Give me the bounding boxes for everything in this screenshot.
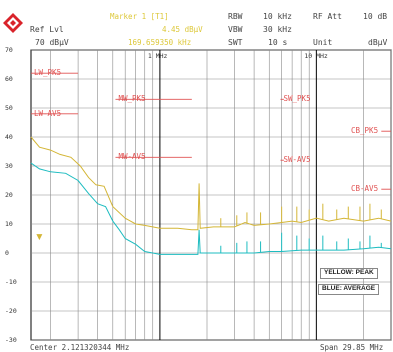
peak-trace xyxy=(30,136,392,231)
ref-level-value: 70 dBµV xyxy=(35,38,69,47)
legend-peak: YELLOW: PEAK xyxy=(320,268,378,279)
limit-line-label: LW-AV5 xyxy=(34,108,62,118)
marker-1 xyxy=(36,234,43,241)
marker-frequency: 169.659350 kHz xyxy=(128,38,192,47)
limit-line-label: LW_PK5 xyxy=(34,68,62,78)
y-tick-label: 40 xyxy=(5,133,13,141)
vbw-label: VBW xyxy=(228,25,243,34)
y-tick-label: 50 xyxy=(5,104,13,112)
vbw-value: 30 kHz xyxy=(263,25,292,34)
y-tick-label: -20 xyxy=(5,307,17,315)
unit-label: Unit xyxy=(313,38,333,47)
y-tick-label: 10 xyxy=(5,220,13,228)
y-tick-label: 70 xyxy=(5,46,13,54)
limit-line-label: SW-AV5 xyxy=(283,155,311,165)
legend-average: BLUE: AVERAGE xyxy=(318,284,380,295)
limit-line-label: MW-AV5 xyxy=(118,152,146,162)
unit-value: dBµV xyxy=(368,38,388,47)
y-tick-label: 20 xyxy=(5,191,13,199)
y-tick-label: -30 xyxy=(5,336,17,344)
rf-attenuation-label: RF Att xyxy=(313,12,342,21)
sweep-time-label: SWT xyxy=(228,38,243,47)
ref-level-label: Ref Lvl xyxy=(30,25,64,34)
limit-line-label: CB-AV5 xyxy=(351,184,379,194)
marker-label: Marker 1 [T1] xyxy=(110,12,169,21)
brand-logo xyxy=(3,13,23,33)
y-tick-label: 60 xyxy=(5,75,13,83)
limit-line-label: MW_PK5 xyxy=(118,94,146,104)
average-trace xyxy=(30,162,392,255)
limit-line-label: CB_PK5 xyxy=(351,126,379,136)
brand-logo-icon xyxy=(3,13,23,33)
rf-attenuation-value: 10 dB xyxy=(363,12,388,21)
y-tick-label: -10 xyxy=(5,278,17,286)
y-tick-label: 0 xyxy=(5,249,9,257)
marker-value: 4.45 dBµV xyxy=(162,25,203,34)
center-frequency: Center 2.121320344 MHz xyxy=(30,343,130,352)
span-frequency: Span 29.85 MHz xyxy=(320,343,384,352)
rbw-label: RBW xyxy=(228,12,243,21)
y-tick-label: 30 xyxy=(5,162,13,170)
x-tick-label: 10 MHz xyxy=(304,52,328,60)
sweep-time-value: 10 s xyxy=(268,38,288,47)
limit-line-label: SW_PK5 xyxy=(283,94,311,104)
rbw-value: 10 kHz xyxy=(263,12,292,21)
x-tick-label: 1 MHz xyxy=(147,52,168,60)
